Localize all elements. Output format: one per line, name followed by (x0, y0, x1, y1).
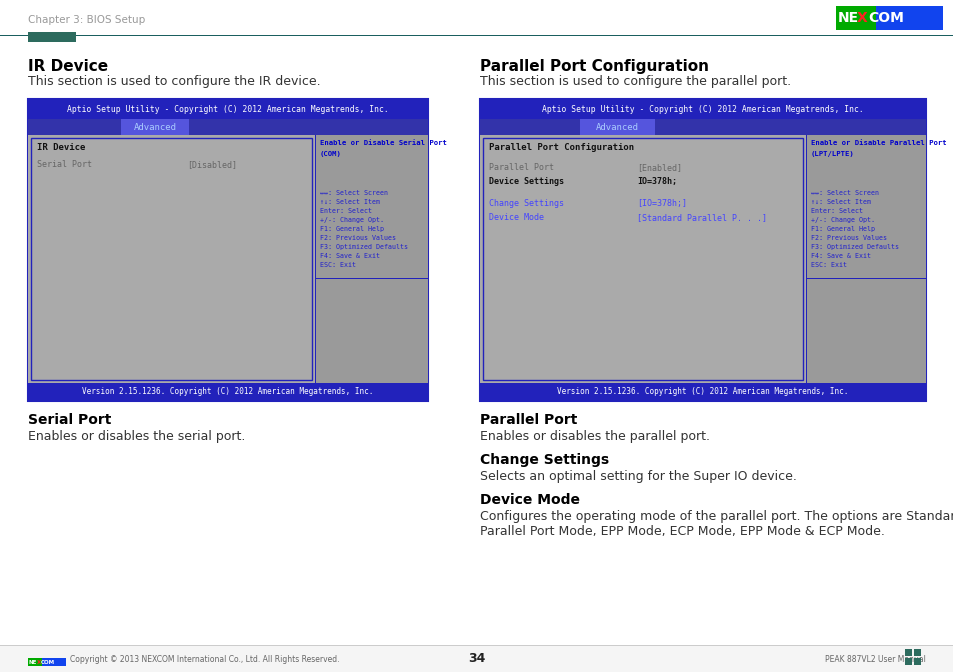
Bar (482, 138, 802, 380)
Text: Serial Port: Serial Port (28, 413, 112, 427)
Text: Advanced: Advanced (595, 122, 638, 132)
Bar (875, 6, 942, 30)
Bar (314, 135, 315, 383)
Bar (479, 99, 925, 119)
Bar (913, 658, 920, 665)
Bar (0, 646, 953, 672)
Text: 34: 34 (468, 653, 485, 665)
Text: [Enabled]: [Enabled] (637, 163, 681, 172)
Bar (805, 135, 806, 383)
Bar (479, 135, 925, 383)
Text: Change Settings: Change Settings (489, 199, 563, 208)
Bar (28, 383, 428, 401)
Bar (314, 135, 428, 383)
Text: This section is used to configure the parallel port.: This section is used to configure the pa… (479, 75, 790, 88)
Bar (121, 119, 189, 135)
Bar (0, 34, 953, 36)
Bar (28, 119, 428, 135)
Bar (904, 649, 911, 656)
Text: ESC: Exit: ESC: Exit (810, 262, 846, 268)
Text: Copyright © 2013 NEXCOM International Co., Ltd. All Rights Reserved.: Copyright © 2013 NEXCOM International Co… (70, 655, 339, 663)
Text: F2: Previous Values: F2: Previous Values (810, 235, 886, 241)
Text: (COM): (COM) (319, 151, 341, 157)
Text: Version 2.15.1236. Copyright (C) 2012 American Megatrends, Inc.: Version 2.15.1236. Copyright (C) 2012 Am… (82, 388, 374, 396)
Text: [IO=378h;]: [IO=378h;] (637, 199, 686, 208)
Text: Device Mode: Device Mode (479, 493, 579, 507)
Text: Enable or Disable Parallel Port: Enable or Disable Parallel Port (810, 140, 945, 146)
Text: Enable or Disable Serial Port: Enable or Disable Serial Port (319, 140, 446, 146)
Text: ↑↓: Select Item: ↑↓: Select Item (810, 200, 870, 206)
Bar (0, 645, 953, 646)
Text: ↔↔: Select Screen: ↔↔: Select Screen (810, 190, 878, 196)
Text: PEAK 887VL2 User Manual: PEAK 887VL2 User Manual (824, 655, 925, 663)
Text: Parallel Port: Parallel Port (489, 163, 554, 172)
Text: Device Mode: Device Mode (489, 213, 543, 222)
Text: ESC: Exit: ESC: Exit (319, 262, 355, 268)
Text: Aptio Setup Utility - Copyright (C) 2012 American Megatrends, Inc.: Aptio Setup Utility - Copyright (C) 2012… (541, 105, 863, 114)
Text: X: X (37, 659, 41, 665)
Text: F4: Save & Exit: F4: Save & Exit (810, 253, 870, 259)
Bar (314, 278, 428, 279)
Bar (30, 138, 312, 380)
Bar (479, 119, 925, 135)
Text: Parallel Port: Parallel Port (479, 413, 577, 427)
Text: Aptio Setup Utility - Copyright (C) 2012 American Megatrends, Inc.: Aptio Setup Utility - Copyright (C) 2012… (67, 105, 389, 114)
Text: Serial Port: Serial Port (37, 160, 91, 169)
Bar (42, 658, 66, 666)
Text: Parallel Port Configuration: Parallel Port Configuration (479, 59, 708, 74)
Text: ↑↓: Select Item: ↑↓: Select Item (319, 200, 379, 206)
Text: X: X (856, 11, 867, 25)
Bar (28, 99, 428, 119)
Bar (479, 99, 925, 401)
Bar (28, 32, 76, 42)
Text: Enter: Select: Enter: Select (319, 208, 372, 214)
Text: Enter: Select: Enter: Select (810, 208, 862, 214)
Text: [Standard Parallel P. . .]: [Standard Parallel P. . .] (637, 213, 766, 222)
Text: F4: Save & Exit: F4: Save & Exit (319, 253, 379, 259)
Text: Enables or disables the parallel port.: Enables or disables the parallel port. (479, 430, 709, 443)
Text: IR Device: IR Device (28, 59, 108, 74)
Text: F1: General Help: F1: General Help (319, 226, 384, 233)
Bar (579, 119, 655, 135)
Text: ↔↔: Select Screen: ↔↔: Select Screen (319, 190, 388, 196)
Text: Device Settings: Device Settings (489, 177, 563, 186)
Bar (28, 658, 42, 666)
Text: [Disabled]: [Disabled] (187, 160, 236, 169)
Text: Version 2.15.1236. Copyright (C) 2012 American Megatrends, Inc.: Version 2.15.1236. Copyright (C) 2012 Am… (557, 388, 848, 396)
Text: IR Device: IR Device (37, 143, 85, 152)
Bar (28, 99, 428, 401)
Text: IO=378h;: IO=378h; (637, 177, 677, 186)
Text: Configures the operating mode of the parallel port. The options are Standard: Configures the operating mode of the par… (479, 510, 953, 523)
Bar (805, 278, 925, 279)
Text: Parallel Port Mode, EPP Mode, ECP Mode, EPP Mode & ECP Mode.: Parallel Port Mode, EPP Mode, ECP Mode, … (479, 525, 884, 538)
Text: (LPT/LPTE): (LPT/LPTE) (810, 151, 854, 157)
Text: F1: General Help: F1: General Help (810, 226, 874, 233)
Text: Selects an optimal setting for the Super IO device.: Selects an optimal setting for the Super… (479, 470, 796, 483)
Text: Change Settings: Change Settings (479, 453, 608, 467)
Text: F3: Optimized Defaults: F3: Optimized Defaults (319, 245, 408, 250)
Text: +/-: Change Opt.: +/-: Change Opt. (810, 217, 874, 223)
Text: F3: Optimized Defaults: F3: Optimized Defaults (810, 245, 898, 250)
Bar (805, 135, 925, 383)
Bar (28, 135, 428, 383)
Text: Parallel Port Configuration: Parallel Port Configuration (489, 143, 634, 152)
Text: This section is used to configure the IR device.: This section is used to configure the IR… (28, 75, 320, 88)
Text: COM: COM (867, 11, 902, 25)
Text: NE: NE (29, 659, 37, 665)
Text: F2: Previous Values: F2: Previous Values (319, 235, 395, 241)
Bar (835, 6, 875, 30)
Text: Enables or disables the serial port.: Enables or disables the serial port. (28, 430, 245, 443)
Bar (913, 649, 920, 656)
Text: Advanced: Advanced (133, 122, 176, 132)
Text: Chapter 3: BIOS Setup: Chapter 3: BIOS Setup (28, 15, 145, 25)
Text: NE: NE (837, 11, 859, 25)
Text: +/-: Change Opt.: +/-: Change Opt. (319, 217, 384, 223)
Bar (904, 658, 911, 665)
Text: COM: COM (41, 659, 55, 665)
Bar (479, 383, 925, 401)
